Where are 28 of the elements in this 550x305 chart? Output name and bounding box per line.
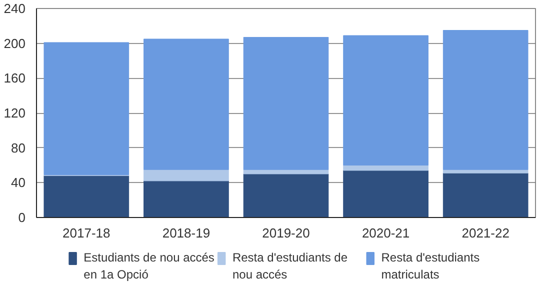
bar — [144, 38, 229, 170]
legend-label: Resta d'estudiants de nou accés — [232, 250, 348, 282]
x-tick-label: 2017-18 — [62, 226, 110, 240]
bar — [343, 35, 428, 166]
x-tick-label: 2019-20 — [262, 226, 310, 240]
y-tick-label: 200 — [4, 36, 26, 51]
bar — [144, 169, 229, 182]
bar — [243, 169, 329, 174]
bar — [343, 170, 428, 218]
y-tick-label: 240 — [4, 1, 26, 16]
x-tick-label: 2018-19 — [162, 226, 210, 240]
bar — [343, 165, 428, 171]
y-tick-label: 40 — [11, 175, 26, 190]
bar — [144, 180, 229, 218]
y-tick-label: 160 — [4, 70, 26, 86]
legend-label: Estudiants de nou accés en 1a Opció — [84, 250, 214, 282]
y-tick-label: 120 — [4, 106, 26, 120]
legend-label: Resta d'estudiants matriculats — [381, 250, 480, 282]
x-tick-label: 2020-21 — [362, 226, 410, 240]
bar — [442, 172, 528, 218]
bar — [44, 175, 130, 218]
bar — [442, 30, 528, 170]
y-tick-label: 0 — [18, 210, 26, 225]
bar — [44, 42, 130, 176]
x-tick-label: 2021-22 — [462, 226, 510, 240]
bar — [243, 174, 329, 218]
bar — [243, 36, 329, 170]
y-tick-label: 80 — [11, 140, 26, 156]
